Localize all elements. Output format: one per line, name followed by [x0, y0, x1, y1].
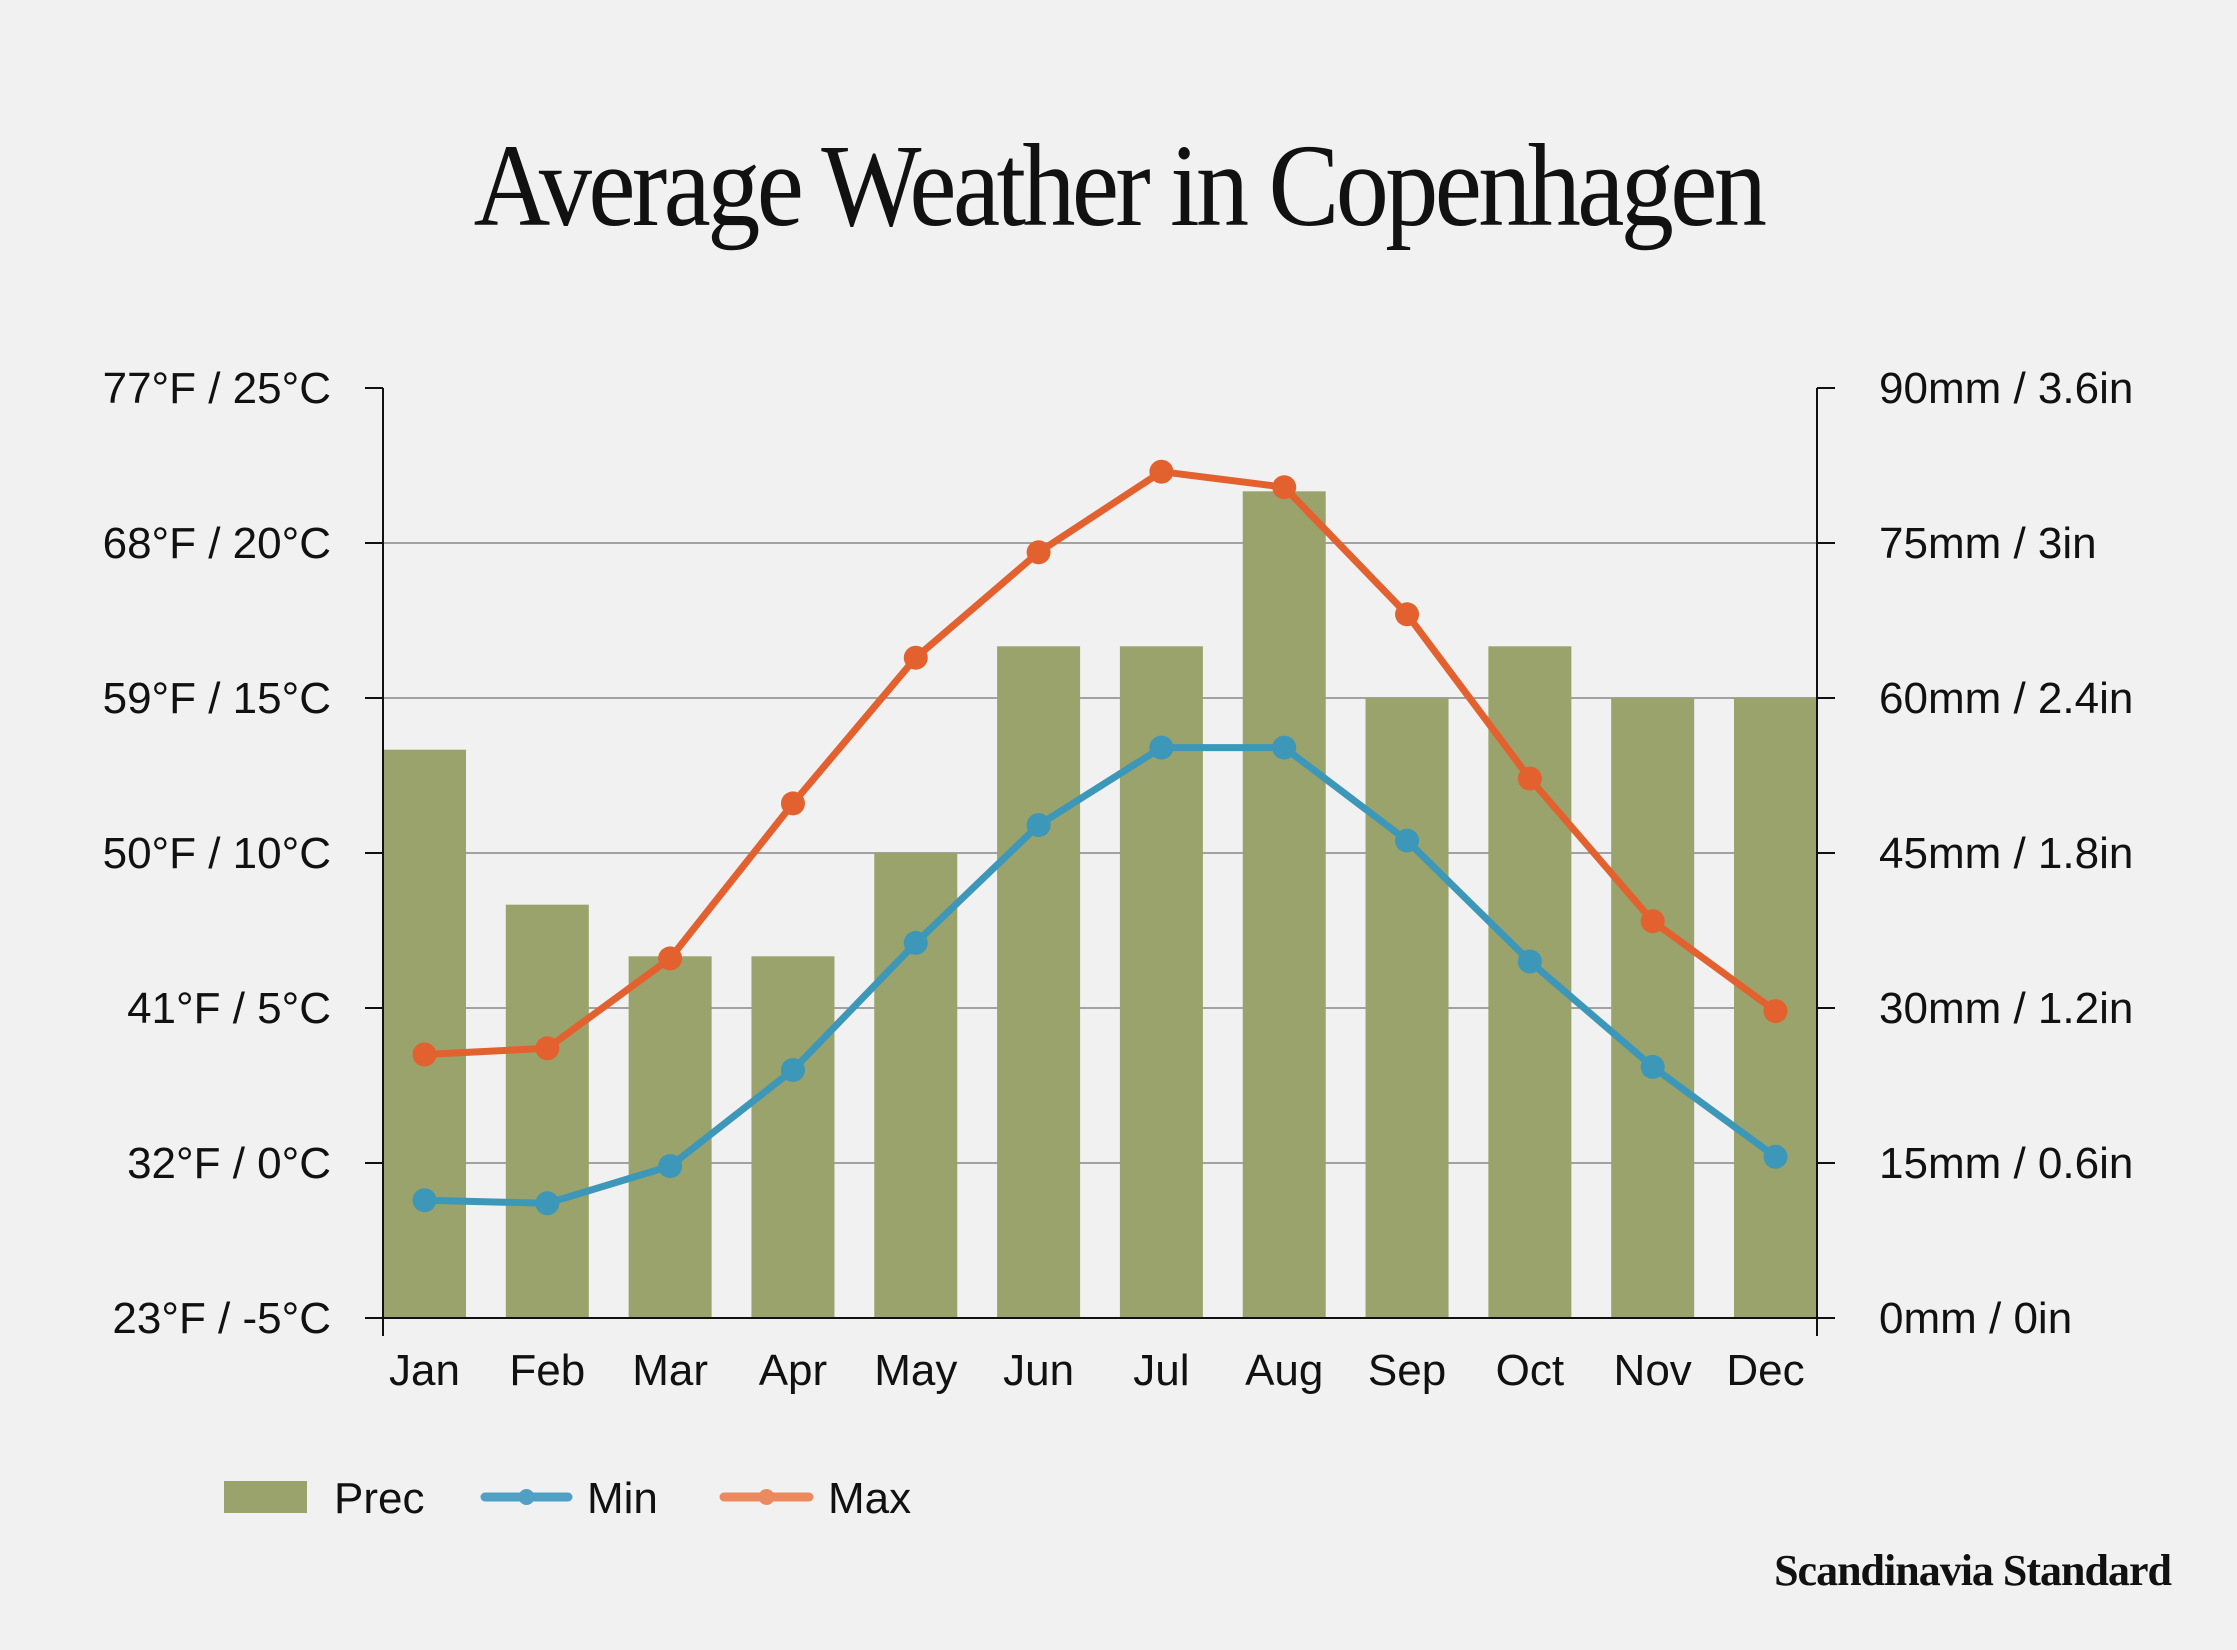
line-max: [424, 468, 1778, 1058]
x-tick-label: Jan: [389, 1346, 460, 1395]
point-min-aug: [1272, 735, 1297, 760]
bar-prec-sep: [1365, 698, 1449, 1318]
x-tick-label: Mar: [632, 1346, 708, 1395]
bar-prec-mar: [628, 956, 712, 1318]
point-max-nov: [1640, 909, 1665, 934]
right-tick-label: 90mm / 3.6in: [1879, 364, 2133, 413]
right-tick-label: 45mm / 1.8in: [1879, 829, 2133, 878]
bar-prec-aug: [1242, 491, 1326, 1318]
right-tick-label: 60mm / 2.4in: [1879, 674, 2133, 723]
brand-logo: Scandinavia Standard: [1774, 1546, 2172, 1595]
point-min-sep: [1395, 828, 1420, 853]
point-min-oct: [1517, 949, 1542, 974]
point-min-nov: [1640, 1054, 1665, 1079]
x-tick-label: Feb: [509, 1346, 585, 1395]
point-max-dec: [1763, 999, 1788, 1024]
legend-prec-swatch: [224, 1481, 307, 1513]
x-tick-label: Apr: [759, 1346, 827, 1395]
point-min-mar: [658, 1154, 683, 1179]
point-max-apr: [780, 791, 805, 816]
bar-prec-jan: [383, 749, 466, 1318]
legend-max-label: Max: [828, 1474, 911, 1523]
legend-prec-label: Prec: [334, 1474, 424, 1523]
bar-prec-apr: [751, 956, 835, 1318]
point-max-jan: [412, 1042, 437, 1067]
x-tick-label: Oct: [1496, 1346, 1564, 1395]
point-min-feb: [535, 1191, 560, 1216]
point-min-jul: [1149, 735, 1174, 760]
legend-max-marker: [758, 1489, 775, 1505]
line-min: [424, 744, 1778, 1207]
chart-title: Average Weather in Copenhagen: [473, 120, 1767, 251]
bar-prec-may: [874, 853, 958, 1318]
left-tick-label: 77°F / 25°C: [103, 364, 331, 413]
point-max-aug: [1272, 475, 1297, 500]
x-tick-label: Sep: [1368, 1346, 1446, 1395]
left-tick-label: 41°F / 5°C: [127, 984, 331, 1033]
x-tick-label: Aug: [1245, 1346, 1323, 1395]
left-tick-label: 50°F / 10°C: [103, 829, 331, 878]
point-max-may: [903, 645, 928, 670]
left-tick-label: 23°F / -5°C: [112, 1294, 331, 1343]
right-tick-label: 75mm / 3in: [1879, 519, 2097, 568]
x-tick-label: Dec: [1726, 1346, 1804, 1395]
point-max-feb: [535, 1036, 560, 1061]
point-min-jan: [412, 1188, 437, 1213]
left-tick-label: 68°F / 20°C: [103, 519, 331, 568]
point-min-may: [903, 930, 928, 955]
point-max-sep: [1395, 602, 1420, 627]
x-tick-label: Jul: [1133, 1346, 1189, 1395]
right-tick-label: 15mm / 0.6in: [1879, 1139, 2133, 1188]
x-tick-label: Nov: [1614, 1346, 1692, 1395]
right-tick-label: 0mm / 0in: [1879, 1294, 2072, 1343]
right-tick-label: 30mm / 1.2in: [1879, 984, 2133, 1033]
bar-prec-nov: [1611, 698, 1695, 1318]
point-max-jul: [1149, 459, 1174, 484]
point-max-mar: [658, 946, 683, 971]
legend-min-marker: [518, 1489, 535, 1505]
bar-prec-feb: [505, 904, 589, 1318]
point-min-dec: [1763, 1144, 1788, 1169]
left-tick-label: 59°F / 15°C: [103, 674, 331, 723]
left-tick-label: 32°F / 0°C: [127, 1139, 331, 1188]
point-min-apr: [780, 1058, 805, 1082]
bar-prec-jun: [997, 646, 1081, 1318]
point-max-jun: [1026, 540, 1051, 565]
legend-min-label: Min: [587, 1474, 658, 1523]
point-max-oct: [1517, 766, 1542, 791]
x-tick-label: Jun: [1003, 1346, 1074, 1395]
x-tick-label: May: [874, 1346, 957, 1395]
point-min-jun: [1026, 813, 1051, 838]
